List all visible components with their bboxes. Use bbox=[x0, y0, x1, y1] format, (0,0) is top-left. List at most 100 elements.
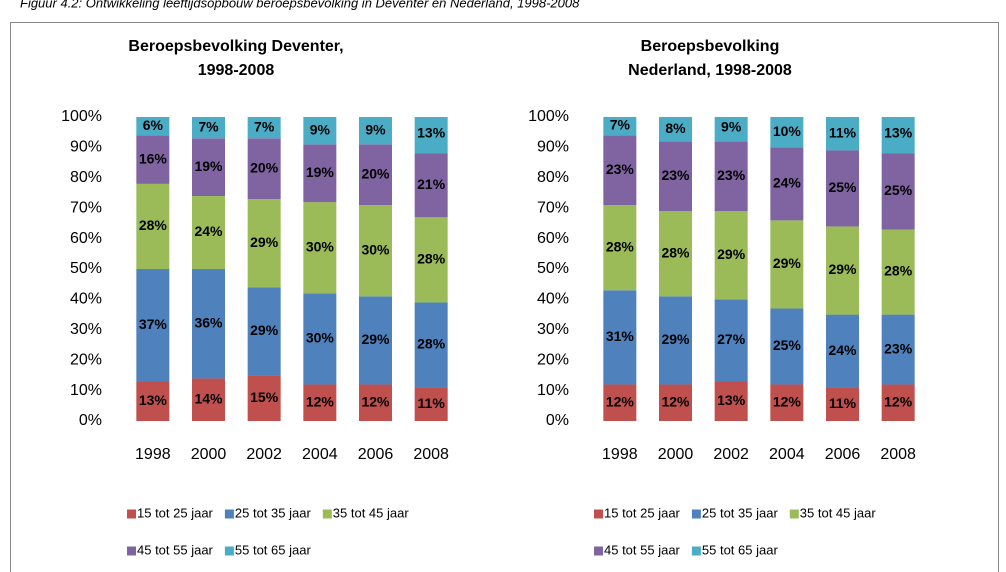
value-label: 13% bbox=[139, 392, 168, 408]
value-label: 23% bbox=[606, 161, 635, 177]
value-label: 29% bbox=[717, 246, 746, 262]
legend-swatch bbox=[322, 509, 332, 519]
bar-segment bbox=[714, 141, 748, 212]
bar-segment bbox=[136, 135, 170, 184]
bar-segment bbox=[247, 199, 281, 288]
bar-segment bbox=[770, 147, 804, 221]
bar-segment bbox=[247, 117, 281, 139]
bar-segment bbox=[659, 296, 692, 385]
bars bbox=[136, 117, 448, 421]
bar-segment bbox=[414, 302, 448, 388]
x-tick-label: 2008 bbox=[413, 446, 449, 463]
bar-segment bbox=[247, 287, 281, 376]
legend-label: 15 tot 25 jaar bbox=[137, 505, 214, 520]
bar-segment bbox=[247, 375, 281, 421]
value-label: 20% bbox=[361, 165, 390, 181]
value-label: 13% bbox=[884, 124, 913, 140]
bar-segment bbox=[359, 384, 392, 421]
bar-segment bbox=[192, 269, 225, 379]
bar-segment bbox=[603, 205, 637, 291]
value-label: 7% bbox=[254, 118, 275, 134]
value-label: 29% bbox=[661, 331, 690, 347]
bar-segment bbox=[414, 387, 448, 421]
x-tick-label: 2004 bbox=[302, 446, 338, 463]
value-label: 8% bbox=[665, 120, 686, 136]
x-tick-label: 2004 bbox=[769, 446, 805, 463]
y-tick-label: 10% bbox=[537, 382, 569, 399]
bar-segment bbox=[414, 217, 448, 303]
value-label: 23% bbox=[884, 340, 913, 356]
value-label: 25% bbox=[828, 179, 857, 195]
y-tick-label: 40% bbox=[537, 291, 569, 308]
value-label: 12% bbox=[361, 393, 390, 409]
bar-segment bbox=[192, 378, 225, 421]
legend-label: 25 tot 35 jaar bbox=[702, 505, 779, 520]
bar-segment bbox=[136, 183, 170, 269]
value-label: 29% bbox=[773, 255, 802, 271]
y-tick-label: 90% bbox=[537, 139, 569, 156]
bar-segment bbox=[603, 135, 637, 206]
value-label: 28% bbox=[661, 245, 690, 261]
value-label: 7% bbox=[198, 118, 219, 134]
value-label: 20% bbox=[250, 159, 279, 175]
value-label: 28% bbox=[417, 336, 446, 352]
value-label: 7% bbox=[610, 117, 631, 133]
value-label: 12% bbox=[773, 393, 802, 409]
bar-segment bbox=[881, 229, 915, 315]
x-tick-label: 2000 bbox=[658, 446, 694, 463]
value-label: 36% bbox=[194, 314, 223, 330]
legend-swatch bbox=[594, 509, 603, 519]
bar-segment bbox=[659, 384, 692, 421]
y-tick-label: 60% bbox=[537, 230, 569, 247]
bar-segment bbox=[359, 296, 392, 385]
value-label: 30% bbox=[306, 330, 335, 346]
y-tick-label: 30% bbox=[70, 321, 102, 338]
y-tick-label: 100% bbox=[528, 108, 569, 125]
value-label: 23% bbox=[661, 167, 690, 183]
value-label: 21% bbox=[417, 176, 446, 192]
bar-segment bbox=[359, 144, 392, 206]
value-label: 12% bbox=[884, 393, 913, 409]
bar-segment bbox=[303, 293, 337, 385]
bar-segment bbox=[770, 384, 804, 421]
value-label: 30% bbox=[306, 238, 335, 254]
bar-segment bbox=[192, 196, 225, 269]
legend-label: 35 tot 45 jaar bbox=[333, 505, 410, 520]
legend-swatch bbox=[224, 546, 234, 556]
value-label: 25% bbox=[884, 182, 913, 198]
bar-segment bbox=[714, 211, 748, 300]
y-tick-label: 10% bbox=[70, 382, 102, 399]
bar-segment bbox=[826, 314, 859, 388]
bar-segment bbox=[826, 117, 859, 151]
value-label: 13% bbox=[717, 392, 746, 408]
value-label: 12% bbox=[306, 393, 335, 409]
legend-swatch bbox=[594, 546, 603, 556]
x-tick-label: 2008 bbox=[880, 446, 916, 463]
caption: Figuur 4.2: Ontwikkeling leeftijdsopbouw… bbox=[20, 0, 580, 10]
bar-segment bbox=[136, 269, 170, 382]
value-label: 9% bbox=[721, 118, 742, 134]
y-tick-label: 80% bbox=[70, 169, 102, 186]
bar-segment bbox=[359, 205, 392, 297]
bar-segment bbox=[881, 153, 915, 230]
value-label: 19% bbox=[194, 158, 223, 174]
value-label: 25% bbox=[773, 337, 802, 353]
bar-segment bbox=[359, 117, 392, 145]
bar-segment bbox=[247, 138, 281, 200]
legend-label: 35 tot 45 jaar bbox=[800, 505, 877, 520]
bar-segment bbox=[303, 144, 337, 203]
value-label: 15% bbox=[250, 389, 279, 405]
legend-swatch bbox=[224, 509, 234, 519]
value-label: 28% bbox=[139, 217, 168, 233]
y-tick-label: 30% bbox=[537, 321, 569, 338]
legend-label: 15 tot 25 jaar bbox=[604, 505, 681, 520]
bar-segment bbox=[414, 153, 448, 218]
y-tick-label: 20% bbox=[70, 351, 102, 368]
y-tick-label: 90% bbox=[70, 139, 102, 156]
value-label: 30% bbox=[361, 241, 390, 257]
value-label: 9% bbox=[310, 121, 331, 137]
bar-segment bbox=[826, 150, 859, 227]
bar-segment bbox=[659, 117, 692, 142]
value-label: 37% bbox=[139, 316, 168, 332]
bar-segment bbox=[881, 384, 915, 421]
